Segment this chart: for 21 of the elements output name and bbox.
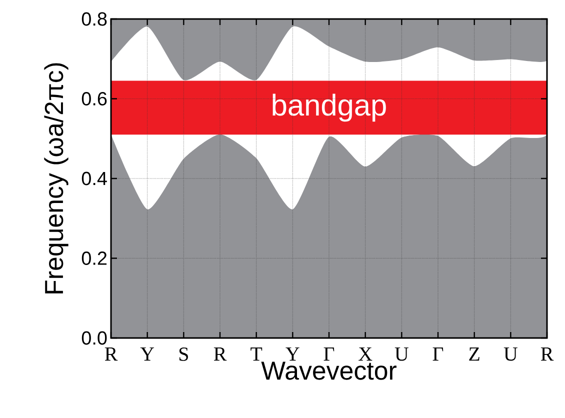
- y-tick-label: 0.4: [82, 172, 107, 186]
- y-tick-label: 0.8: [82, 12, 107, 26]
- x-tick-label: S: [179, 348, 188, 361]
- band-label: bandgap: [272, 94, 386, 122]
- x-tick-label: R: [214, 348, 227, 361]
- x-tick-label: Γ: [432, 348, 444, 361]
- x-tick-label: Y: [286, 348, 300, 361]
- x-tick-label: Z: [469, 348, 480, 361]
- y-tick-label: 0.6: [82, 92, 107, 106]
- y-tick-label: 0.2: [82, 252, 107, 265]
- x-tick-label: Γ: [324, 348, 334, 361]
- x-tick-label: X: [358, 348, 372, 361]
- x-axis-title: Wavevector: [261, 362, 396, 380]
- x-tick-label: Y: [140, 348, 154, 361]
- x-tick-label: U: [504, 348, 518, 361]
- x-tick-label: R: [540, 348, 554, 361]
- y-axis-title: Frequency (ωa/2πc): [44, 63, 68, 294]
- y-tick-label: 0.0: [82, 331, 107, 345]
- x-tick-label: U: [394, 348, 408, 361]
- x-tick-label: R: [104, 348, 118, 361]
- x-tick-label: T: [250, 348, 262, 361]
